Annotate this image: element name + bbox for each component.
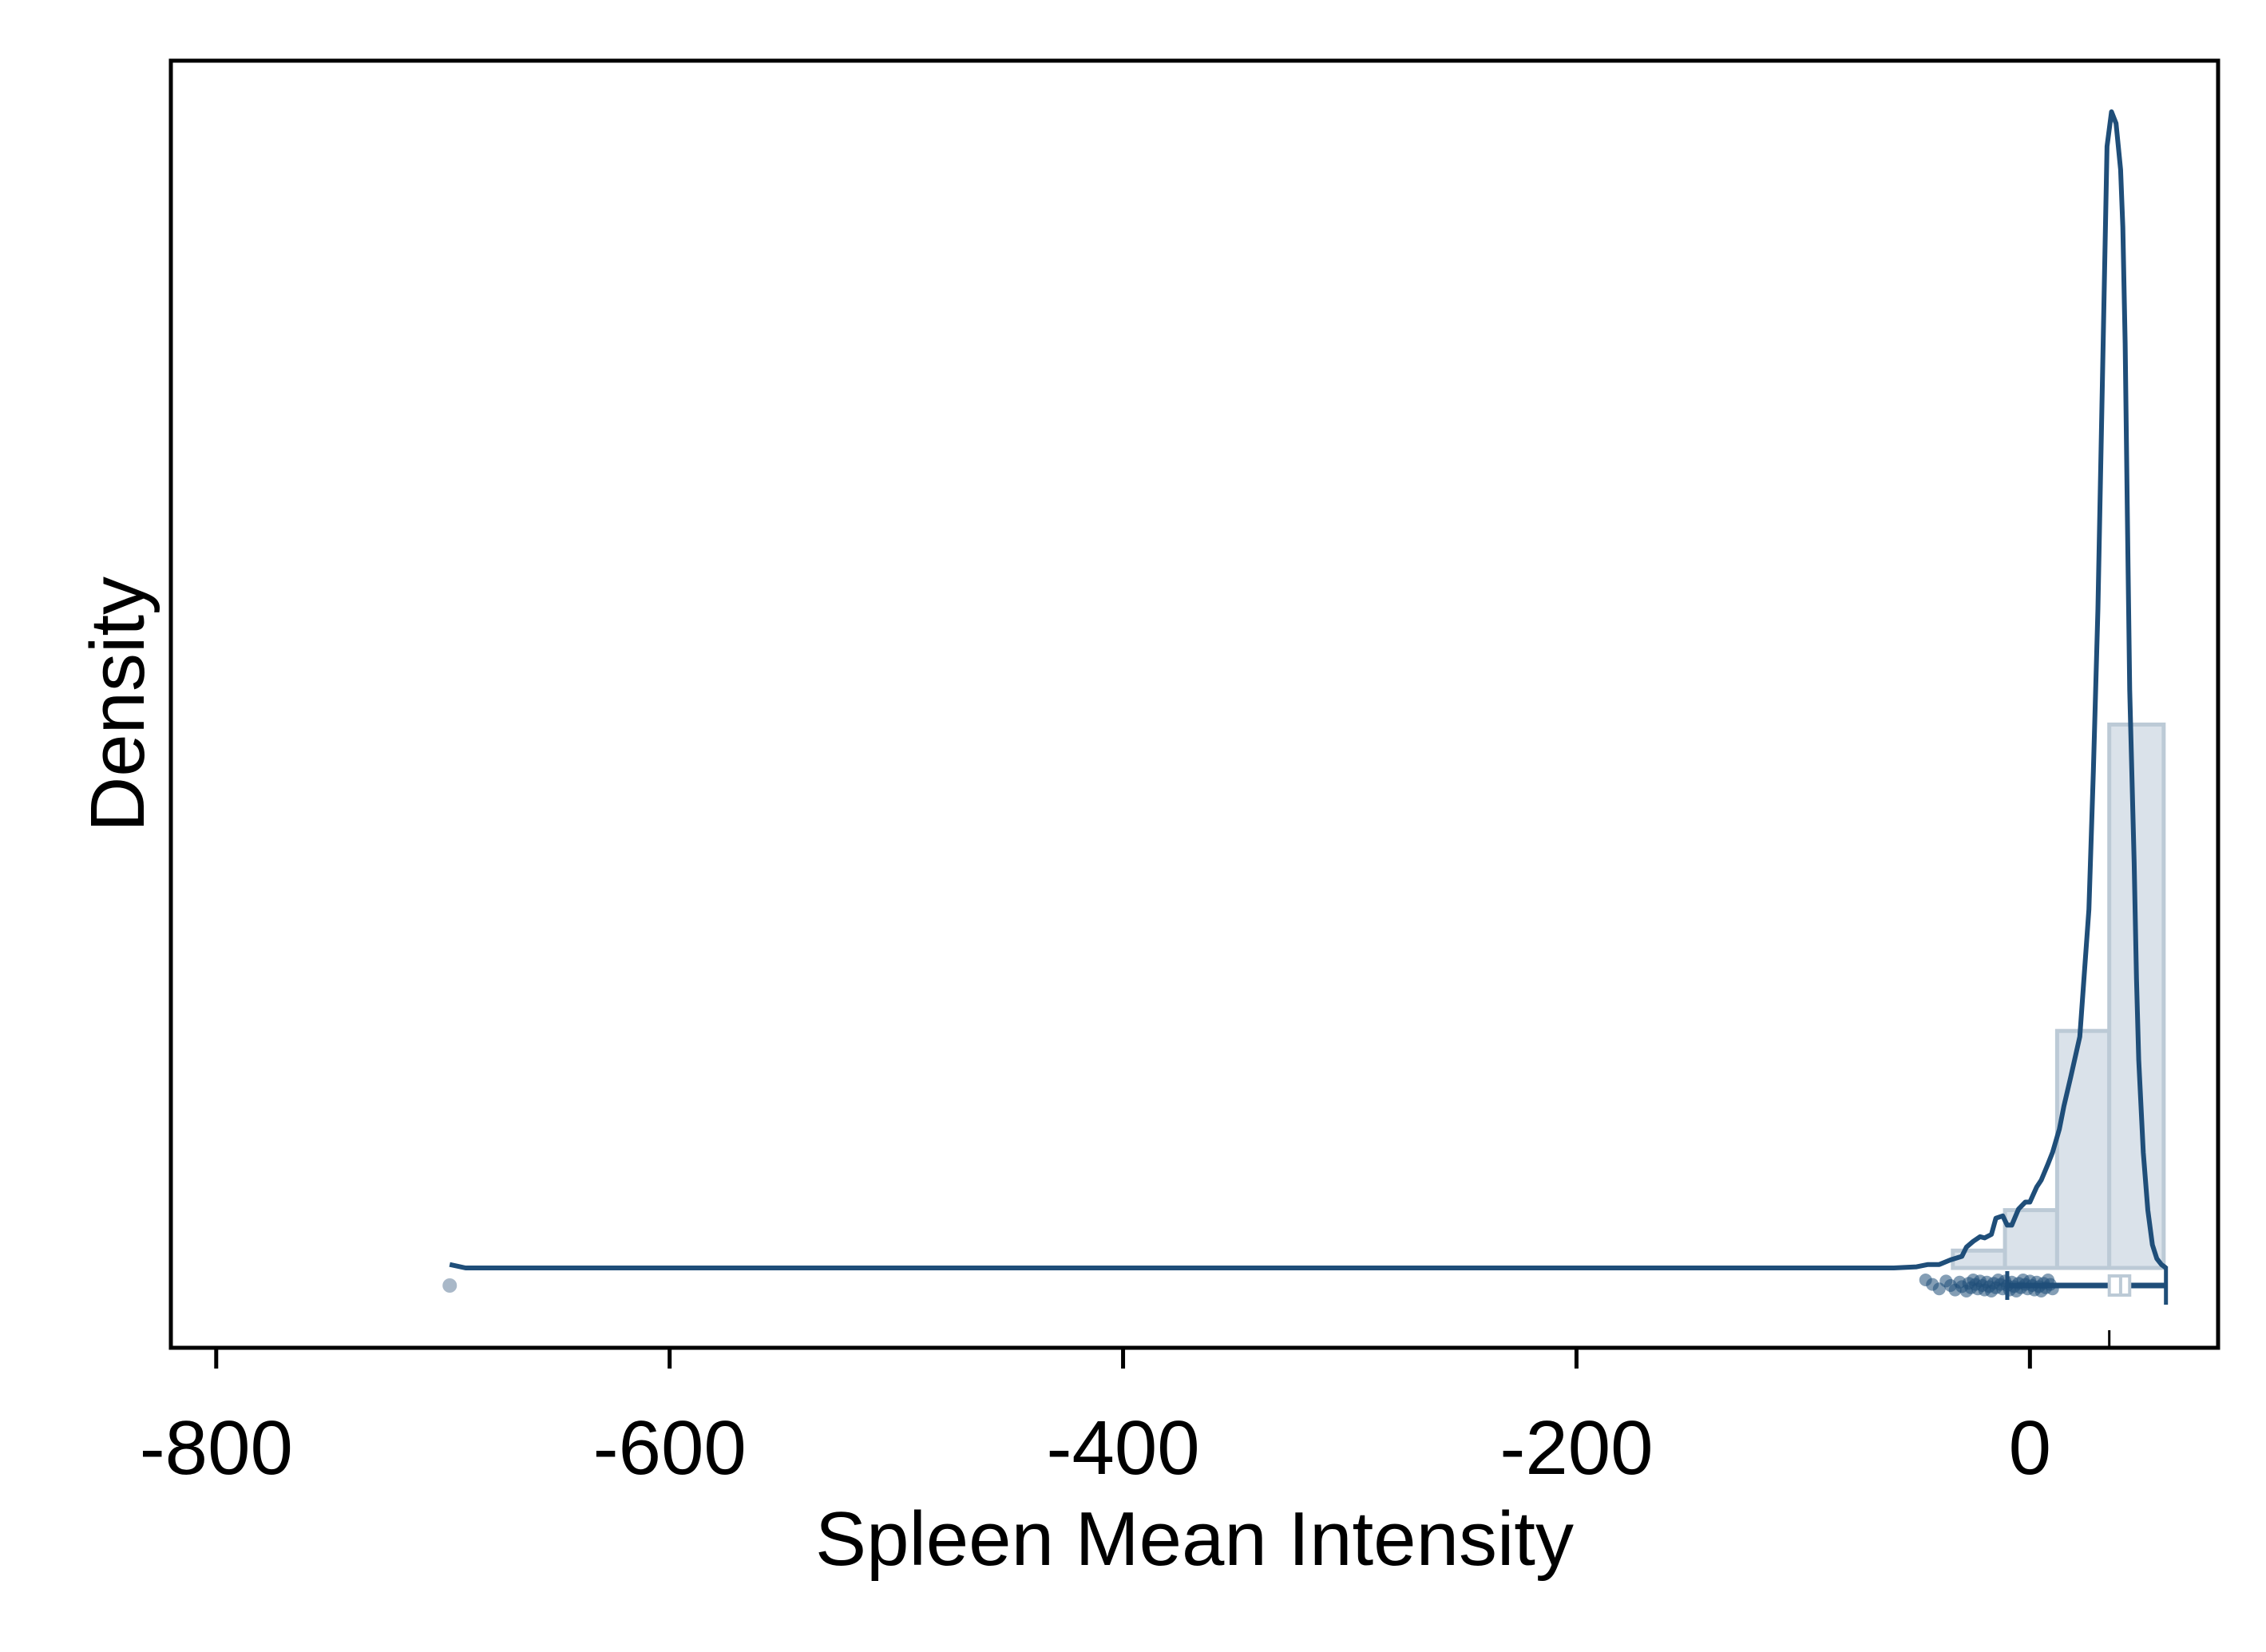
plot-frame xyxy=(168,58,2220,1350)
x-axis-ticks: -800 -600 -400 -200 0 xyxy=(140,1348,2051,1491)
boxplot-layer xyxy=(2005,1266,2169,1348)
x-tick-label: 0 xyxy=(2009,1405,2051,1491)
x-tick-label: -200 xyxy=(1499,1405,1653,1491)
outlier-point xyxy=(442,1278,458,1293)
histogram-bar xyxy=(1951,1248,2007,1270)
data-points-layer xyxy=(442,1274,2059,1297)
x-tick-label: -800 xyxy=(140,1405,293,1491)
histogram-bar xyxy=(2054,1028,2112,1270)
density-curve-layer xyxy=(449,109,2168,1270)
y-axis-label: Density xyxy=(75,576,160,832)
x-tick-label: -400 xyxy=(1046,1405,1199,1491)
density-curve xyxy=(449,109,2168,1270)
x-axis-label: Spleen Mean Intensity xyxy=(815,1496,1574,1582)
x-tick-label: -600 xyxy=(593,1405,747,1491)
